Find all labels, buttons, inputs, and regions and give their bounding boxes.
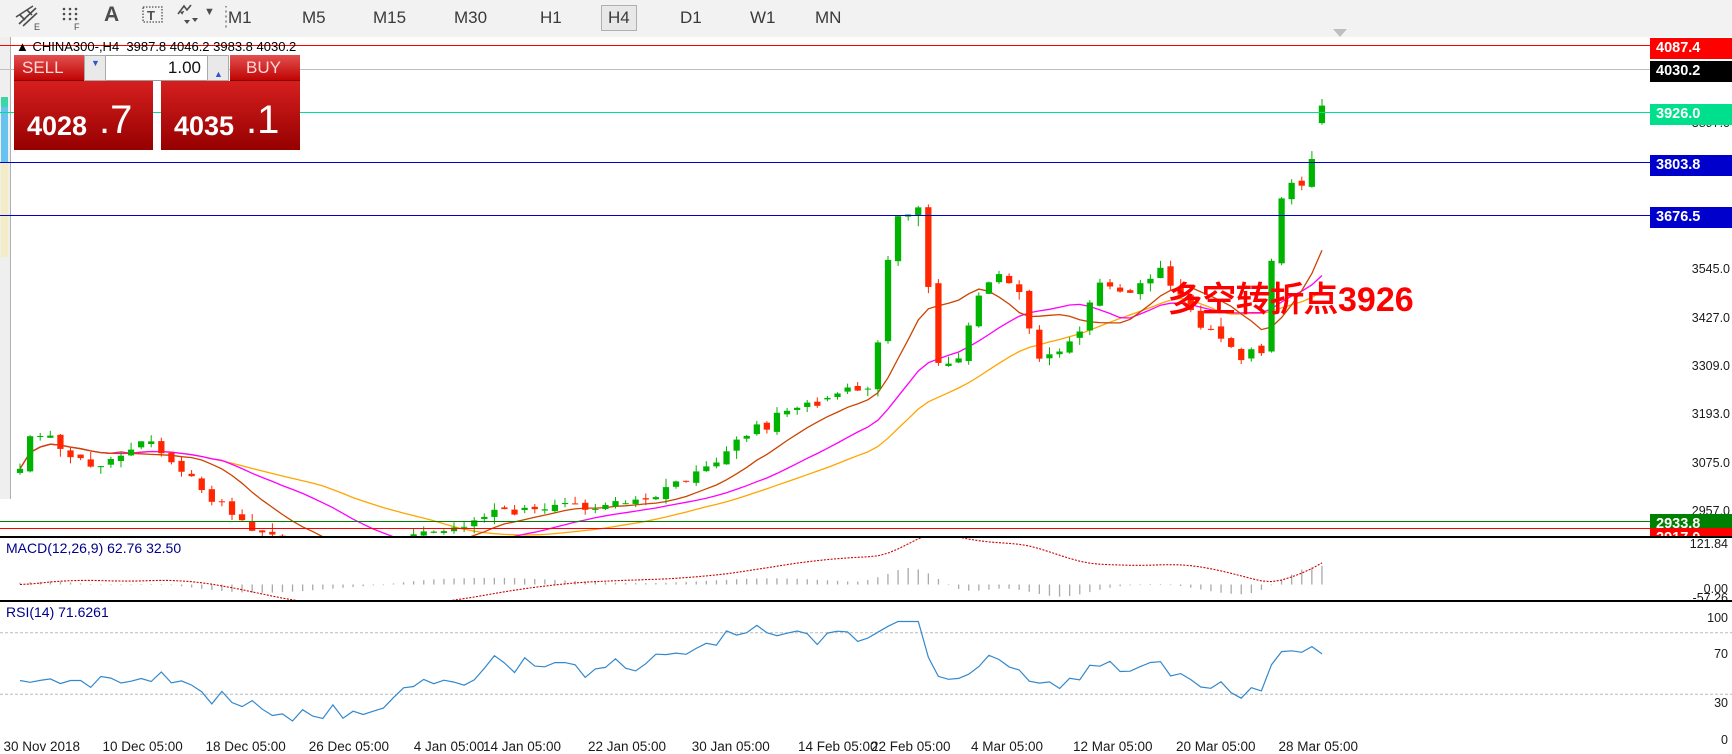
svg-text:T: T xyxy=(147,8,155,23)
svg-text:E: E xyxy=(34,22,40,32)
svg-text:F: F xyxy=(74,22,80,32)
